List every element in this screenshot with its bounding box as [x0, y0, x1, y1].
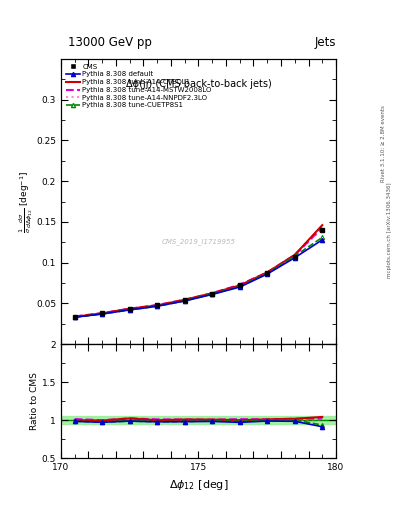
Text: Δϕ(jj) (CMS back-to-back jets): Δϕ(jj) (CMS back-to-back jets)	[126, 79, 271, 89]
Text: 13000 GeV pp: 13000 GeV pp	[68, 36, 152, 49]
Text: Rivet 3.1.10; ≥ 2.8M events: Rivet 3.1.10; ≥ 2.8M events	[381, 105, 386, 182]
X-axis label: $\Delta\phi_{12}$ [deg]: $\Delta\phi_{12}$ [deg]	[169, 478, 228, 492]
Bar	[61, 416, 336, 424]
Text: Jets: Jets	[314, 36, 336, 49]
Text: CMS_2019_I1719955: CMS_2019_I1719955	[162, 238, 235, 245]
Y-axis label: $\frac{1}{\sigma}\frac{d\sigma}{d\Delta\phi_{12}}$ [deg$^{-1}$]: $\frac{1}{\sigma}\frac{d\sigma}{d\Delta\…	[17, 170, 35, 232]
Y-axis label: Ratio to CMS: Ratio to CMS	[30, 372, 39, 430]
Text: mcplots.cern.ch [arXiv:1306.3436]: mcplots.cern.ch [arXiv:1306.3436]	[387, 183, 391, 278]
Legend: CMS, Pythia 8.308 default, Pythia 8.308 tune-A14-CTEQL1, Pythia 8.308 tune-A14-M: CMS, Pythia 8.308 default, Pythia 8.308 …	[64, 62, 213, 110]
